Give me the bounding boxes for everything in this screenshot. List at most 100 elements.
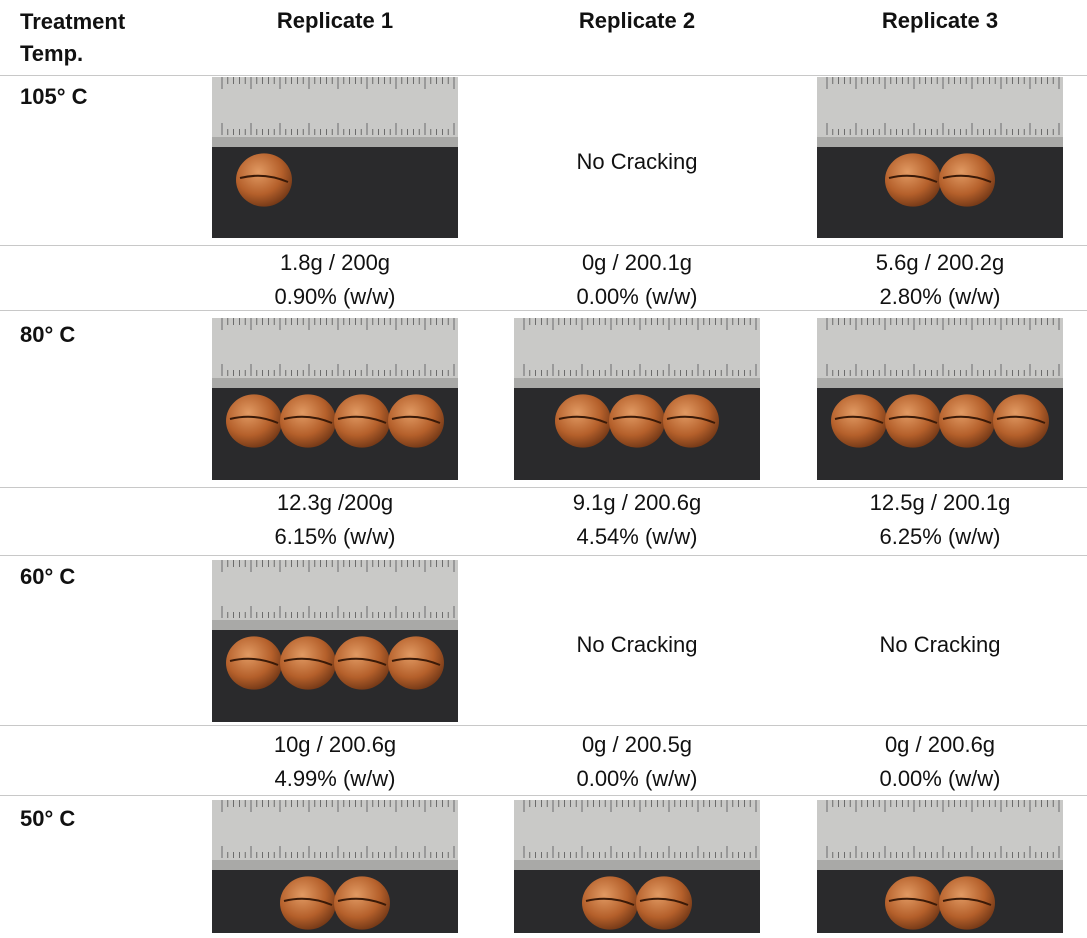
nut [939,153,995,207]
header-cell: Replicate 3 [881,8,999,33]
result-text: 5.6g / 200.2g [875,250,1005,275]
nut-crack [283,897,333,906]
nut-crack [996,415,1046,424]
nut-crack [283,657,333,666]
nut-crack [558,415,608,424]
nut-crack [888,897,938,906]
result-text: 2.80% (w/w) [879,284,1001,309]
nut [885,153,941,207]
ruler [212,318,458,388]
ruler-shade [817,378,1063,388]
ruler-shade [514,860,760,870]
ruler [514,800,760,870]
nut-crack [391,415,441,424]
nut-crack [834,415,884,424]
result-text: 0.90% (w/w) [274,284,396,309]
no-cracking: No Cracking [879,632,1001,657]
nut [334,636,390,690]
result-text: 12.3g /200g [276,490,394,515]
nut [663,394,719,448]
nut [280,876,336,930]
result-text: 12.5g / 200.1g [869,490,1011,515]
ruler [817,77,1063,147]
photo [514,800,760,938]
photo-image [514,318,760,480]
temp-label: 60° C [20,564,76,589]
nut-crack [239,174,289,183]
ruler-shade [212,137,458,147]
photo-image [817,800,1063,938]
ruler [212,800,458,870]
nut-crack [942,897,992,906]
ruler [212,77,458,147]
nut [236,153,292,207]
nut-crack [283,415,333,424]
photo [514,318,760,481]
nut [885,394,941,448]
photo [817,318,1063,481]
nut [555,394,611,448]
photo-image [212,77,458,239]
photo-image [817,318,1063,480]
result-text: 0.00% (w/w) [576,284,698,309]
nut [939,876,995,930]
nut [334,876,390,930]
row-divider [0,795,1087,796]
header-cell: Replicate 2 [578,8,696,33]
ruler-shade [212,378,458,388]
photo-image [212,800,458,938]
result-text: 10g / 200.6g [273,732,397,757]
row-divider [0,555,1087,556]
nut-crack [391,657,441,666]
header-cell: Replicate 1 [276,8,394,33]
nut-crack [612,415,662,424]
result-text: 0g / 200.6g [884,732,996,757]
nut-crack [942,174,992,183]
nut [993,394,1049,448]
result-text: 1.8g / 200g [279,250,391,275]
ruler [817,318,1063,388]
ruler [212,560,458,630]
row-divider [0,75,1087,76]
photo [212,318,458,481]
nut-crack [337,897,387,906]
ruler [514,318,760,388]
ruler-shade [817,860,1063,870]
result-text: 9.1g / 200.6g [572,490,702,515]
result-text: 4.54% (w/w) [576,524,698,549]
result-text: 0g / 200.5g [581,732,693,757]
temp-label: 80° C [20,322,76,347]
nut [939,394,995,448]
nut-crack [888,415,938,424]
row-divider [0,310,1087,311]
ruler-shade [514,378,760,388]
nut [388,394,444,448]
ruler-shade [212,860,458,870]
nut-crack [639,897,689,906]
no-cracking: No Cracking [576,632,698,657]
nut-crack [666,415,716,424]
nut [609,394,665,448]
photo [212,560,458,722]
photo [212,77,458,239]
row-divider [0,245,1087,246]
result-text: 0.00% (w/w) [879,766,1001,791]
photo [817,800,1063,938]
nut-crack [942,415,992,424]
result-text: 0.00% (w/w) [576,766,698,791]
nut-crack [337,415,387,424]
temp-label: 105° C [20,84,88,109]
result-text: 0g / 200.1g [581,250,693,275]
nut [334,394,390,448]
nut-crack [229,657,279,666]
photo-image [212,560,458,722]
photo-image [514,800,760,938]
result-text: 4.99% (w/w) [274,766,396,791]
row-divider [0,487,1087,488]
row-divider [0,725,1087,726]
temp-label: 50° C [20,806,76,831]
header-cell: Treatment Temp. [20,9,126,66]
nut-crack [585,897,635,906]
photo [817,77,1063,239]
